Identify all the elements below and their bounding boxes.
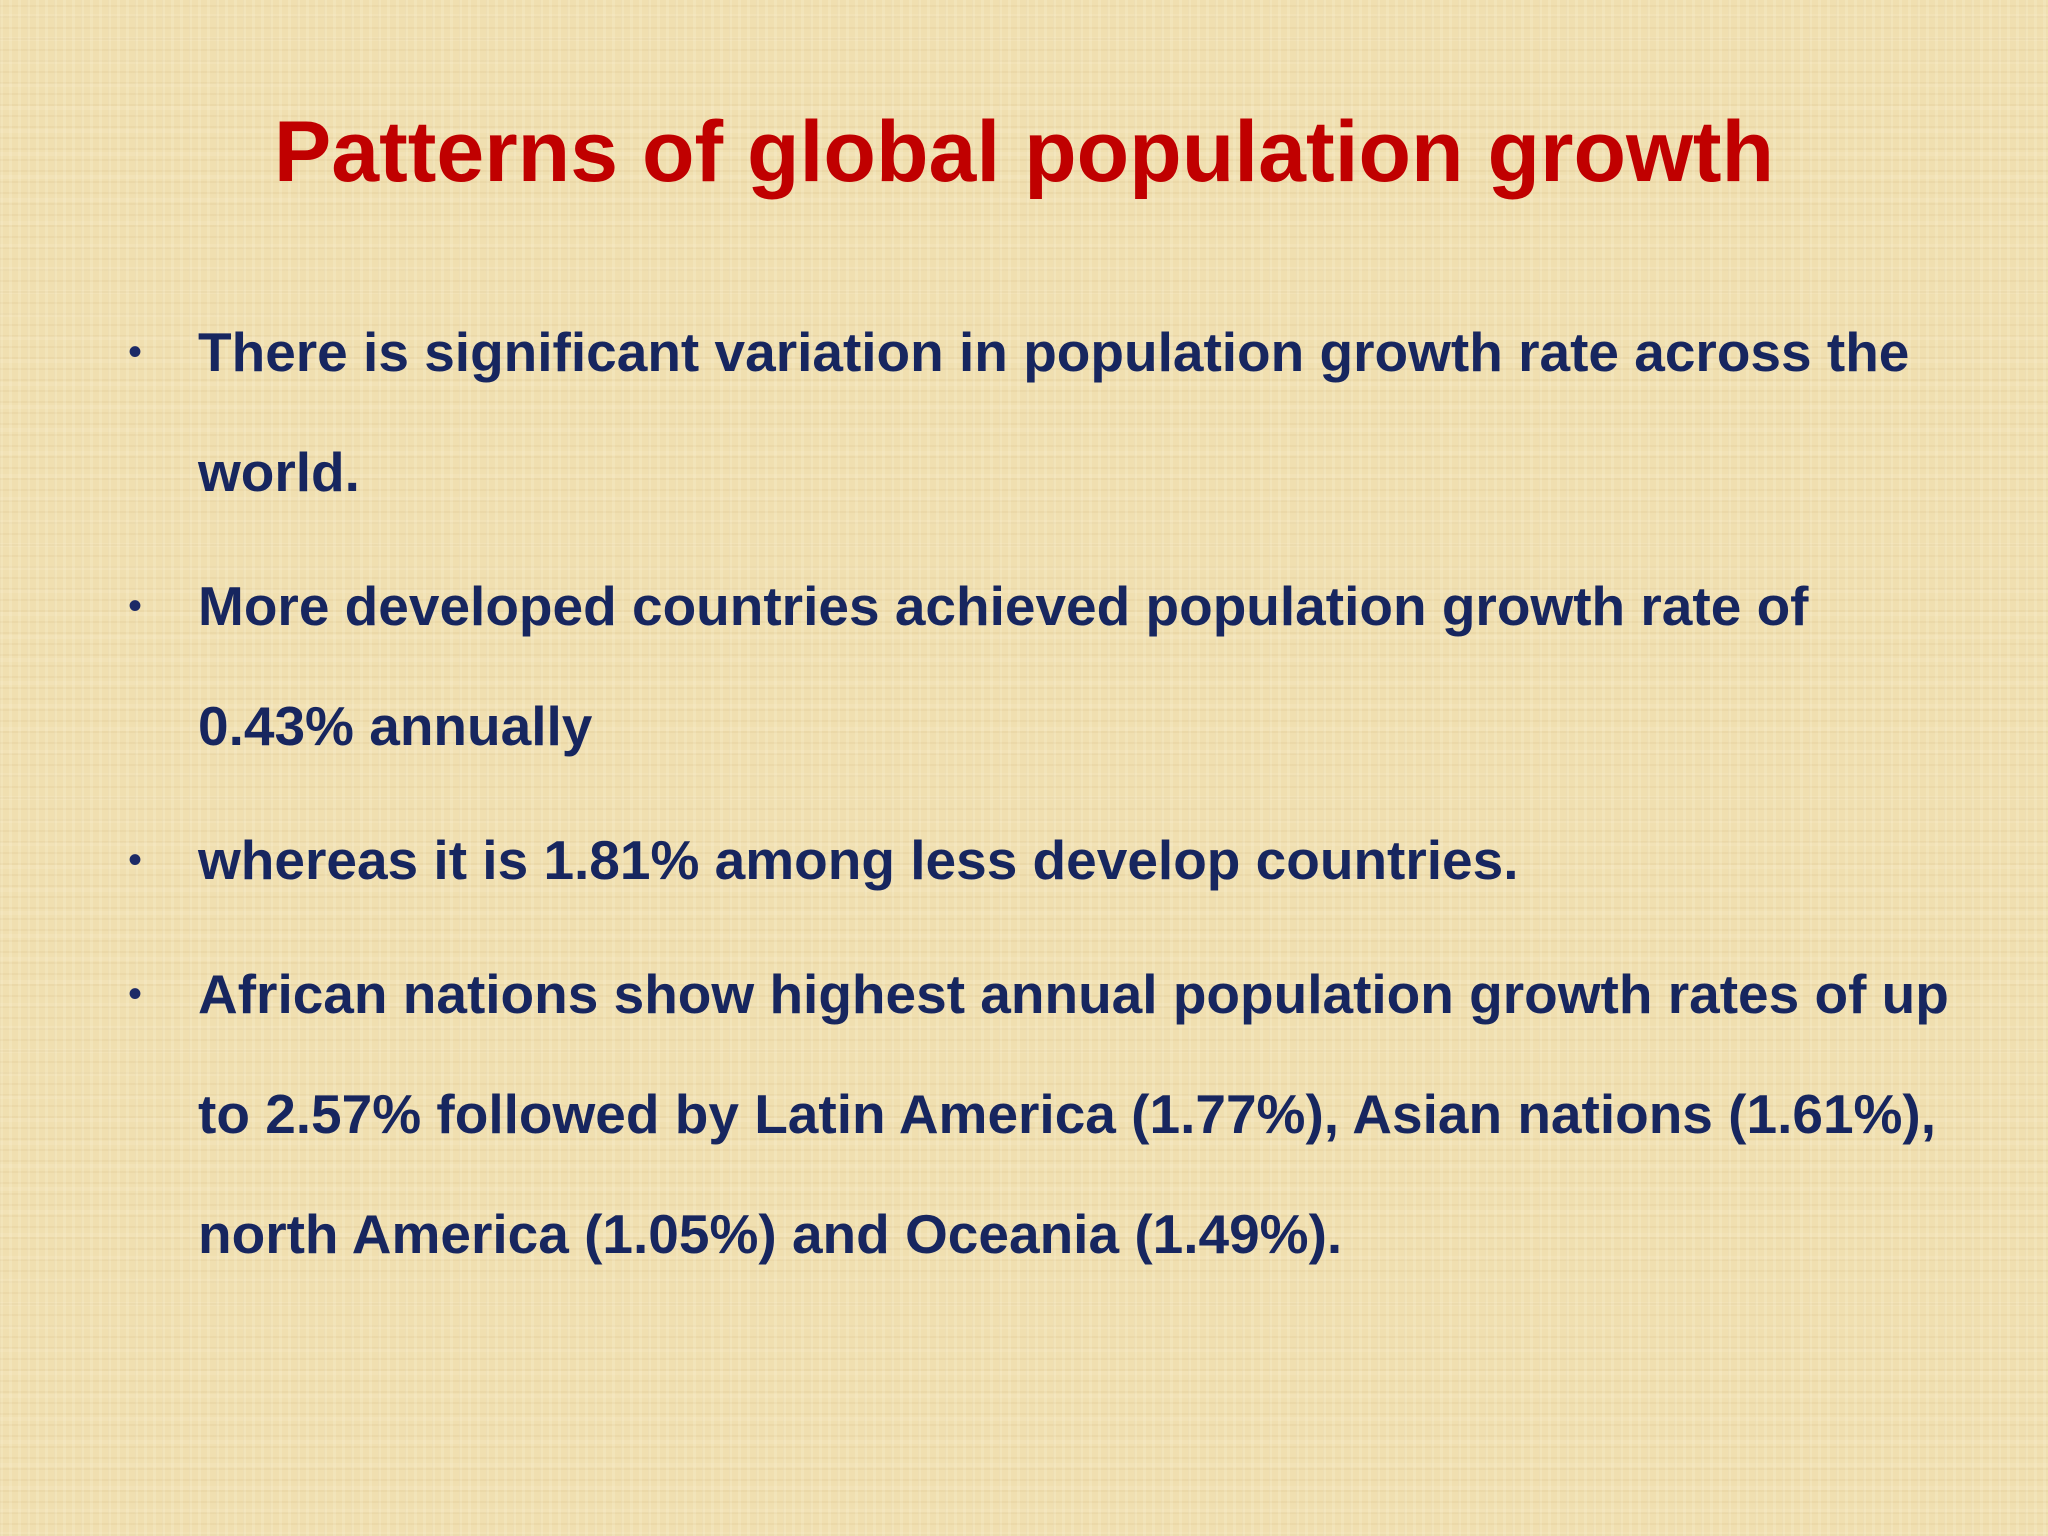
bullet-list: • There is significant variation in popu… (120, 292, 1970, 1308)
bullet-item: • There is significant variation in popu… (120, 292, 1970, 532)
bullet-dot-icon: • (128, 584, 143, 628)
bullet-text: More developed countries achieved popula… (198, 575, 1809, 757)
slide-title: Patterns of global population growth (273, 104, 1775, 200)
bullet-item: • More developed countries achieved popu… (120, 546, 1970, 786)
bullet-item: • African nations show highest annual po… (120, 934, 1970, 1294)
bullet-text: There is significant variation in popula… (198, 321, 1910, 503)
bullet-text: African nations show highest annual popu… (198, 963, 1949, 1265)
bullet-dot-icon: • (128, 972, 143, 1016)
bullet-text: whereas it is 1.81% among less develop c… (198, 829, 1519, 891)
bullet-item: • whereas it is 1.81% among less develop… (120, 800, 1970, 920)
bullet-dot-icon: • (128, 330, 143, 374)
bullet-dot-icon: • (128, 838, 143, 882)
